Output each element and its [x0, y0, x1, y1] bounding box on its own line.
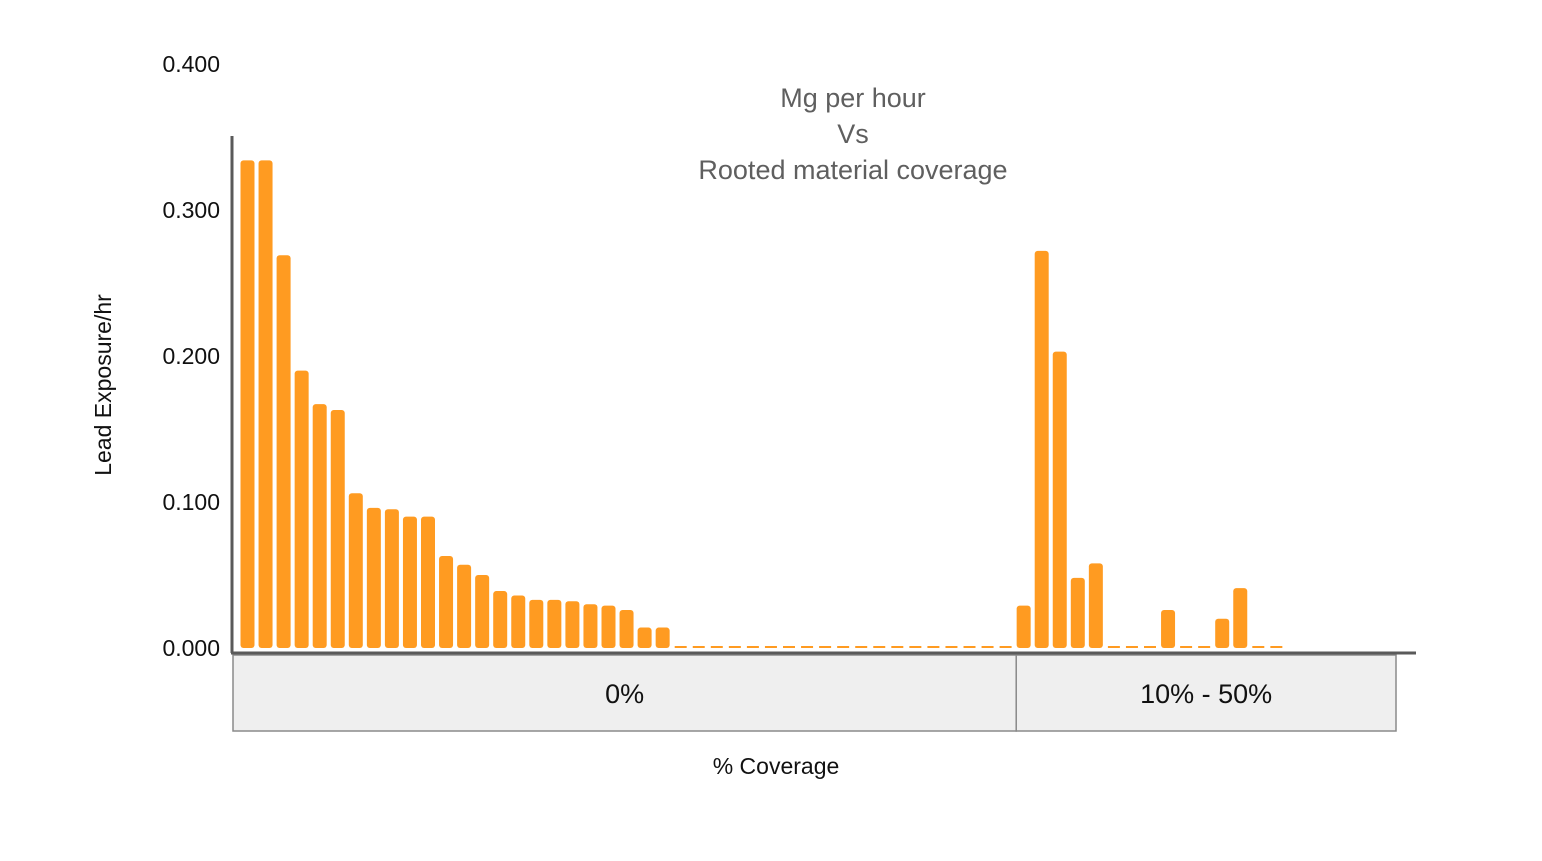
- bar: [493, 591, 508, 648]
- bar: [312, 404, 327, 648]
- category-group-box: [232, 654, 1017, 732]
- bar: [348, 493, 363, 648]
- bar: [1034, 250, 1049, 648]
- bar: [330, 410, 345, 648]
- chart-title: Mg per hour Vs Rooted material coverage: [698, 83, 1007, 185]
- bar: [402, 516, 417, 648]
- bar: [258, 160, 273, 649]
- category-group-label: 0%: [605, 679, 644, 709]
- y-tick-label: 0.000: [162, 635, 220, 661]
- y-tick-label: 0.300: [162, 197, 220, 223]
- bar: [655, 627, 670, 648]
- chart-title-line-3: Rooted material coverage: [698, 155, 1007, 185]
- bar: [1052, 351, 1067, 648]
- bar: [240, 160, 255, 649]
- category-group-labels: 0% 10% - 50%: [232, 654, 1397, 732]
- bar: [366, 507, 381, 648]
- bar: [511, 595, 526, 648]
- category-group-box: [1015, 654, 1397, 732]
- y-tick-label: 0.400: [162, 51, 220, 77]
- bar: [1088, 563, 1103, 648]
- bar: [457, 564, 472, 648]
- bar: [583, 604, 598, 648]
- y-tick-label: 0.200: [162, 343, 220, 369]
- bar: [601, 605, 616, 648]
- bar: [1016, 605, 1031, 648]
- bar: [547, 599, 562, 648]
- bar: [1233, 588, 1248, 648]
- bars: [240, 160, 1283, 649]
- bar: [1215, 618, 1230, 648]
- bar: [384, 509, 399, 648]
- bar: [475, 575, 490, 648]
- x-axis-label: % Coverage: [713, 753, 840, 779]
- bar: [529, 599, 544, 648]
- y-tick-labels: 0.000 0.100 0.200 0.300 0.400: [162, 51, 220, 661]
- bar: [421, 516, 435, 648]
- bar: [294, 370, 309, 648]
- category-group-label: 10% - 50%: [1140, 679, 1272, 709]
- bar: [619, 610, 634, 648]
- bar: [276, 255, 291, 648]
- y-axis-label: Lead Exposure/hr: [90, 294, 116, 476]
- chart-title-line-2: Vs: [837, 119, 869, 149]
- bar: [439, 556, 454, 648]
- y-tick-label: 0.100: [162, 489, 220, 515]
- bar: [565, 601, 580, 648]
- chart-title-line-1: Mg per hour: [780, 83, 926, 113]
- bar: [1161, 610, 1176, 648]
- bar: [1070, 577, 1085, 648]
- bar: [637, 627, 652, 648]
